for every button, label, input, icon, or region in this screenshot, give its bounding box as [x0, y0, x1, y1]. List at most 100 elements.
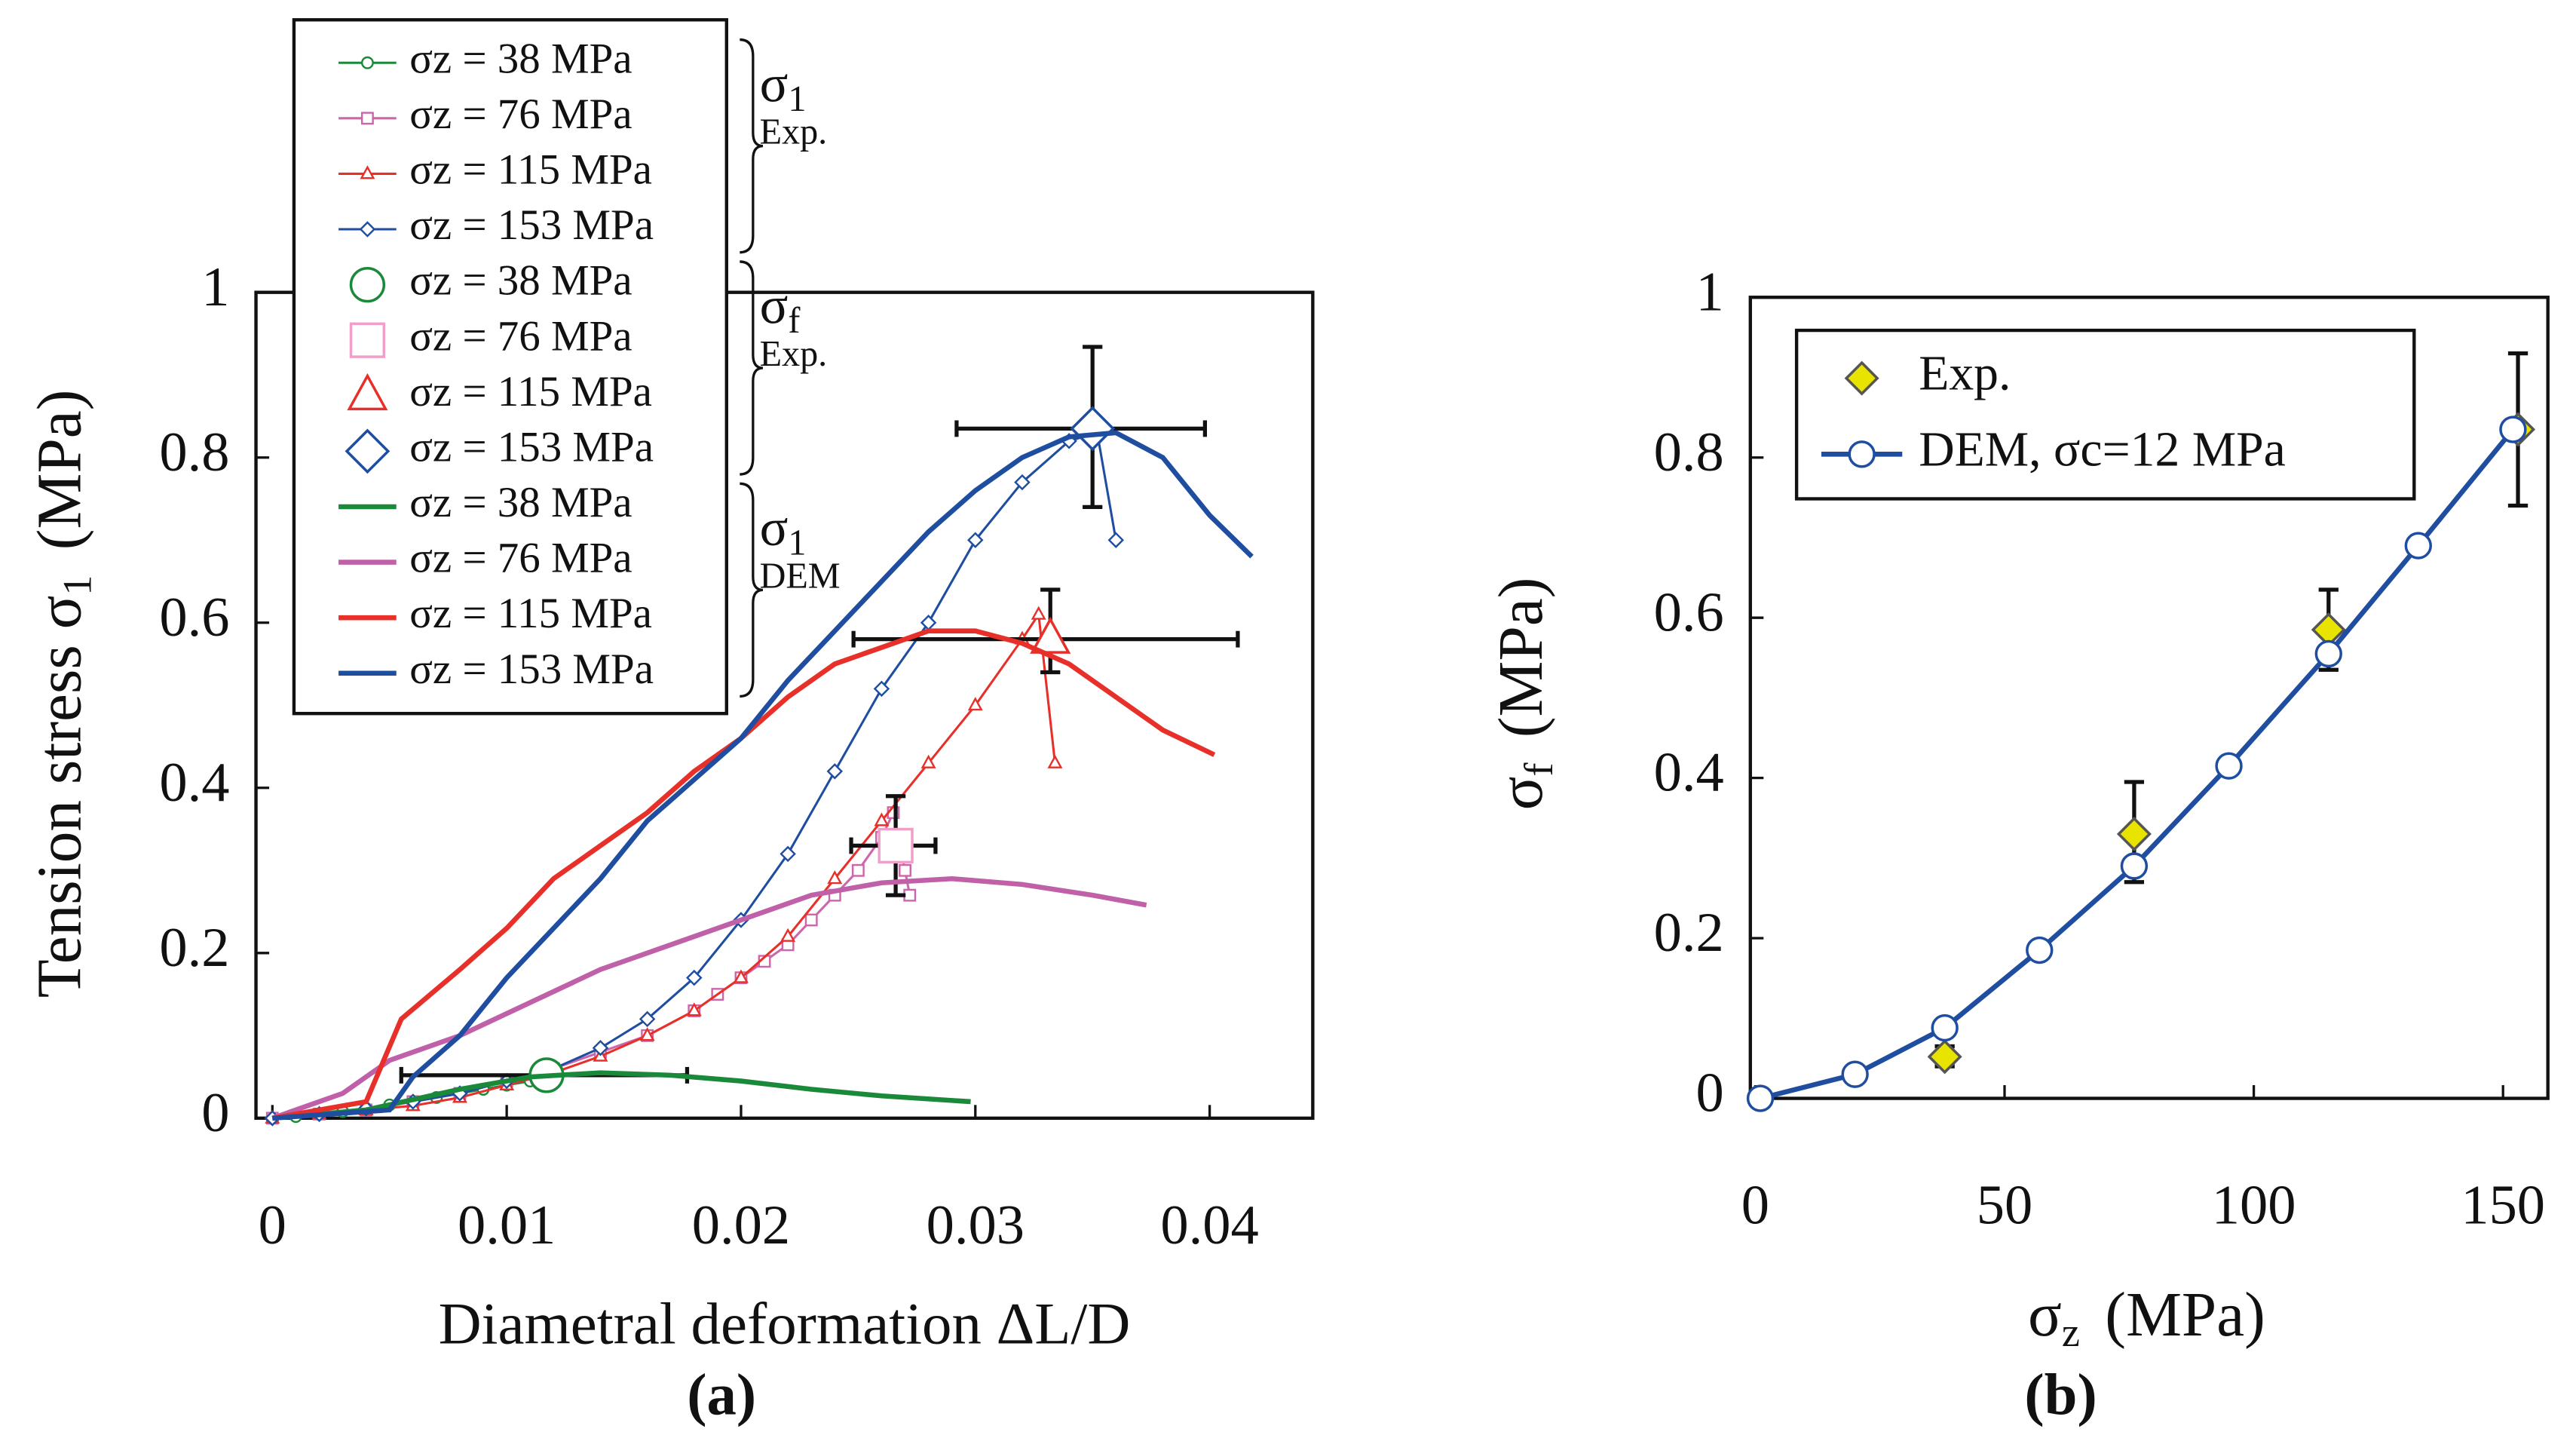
group-subscript: 1	[788, 79, 806, 119]
legend-label: σz = 76 MPa	[409, 535, 632, 582]
legend-label: σz = 76 MPa	[409, 312, 632, 360]
y-tick-label: 0.2	[159, 917, 229, 979]
label-text: Tension stress σ	[26, 596, 95, 998]
legend-brace	[740, 260, 764, 476]
marker	[639, 1027, 655, 1041]
marker	[1746, 1084, 1775, 1112]
legend-label: σz = 38 MPa	[409, 257, 632, 305]
legend-group-symbol: σ1	[760, 55, 807, 119]
legend-group-label: Exp.	[760, 112, 828, 152]
group-subscript: f	[788, 301, 801, 341]
legend-marker	[1848, 440, 1876, 468]
legend-label: σz = 115 MPa	[409, 146, 652, 193]
legend-label: σz = 115 MPa	[409, 590, 652, 637]
plot-frame	[1748, 296, 2550, 1100]
legend-label: σz = 153 MPa	[409, 645, 654, 693]
y-tick-label: 0	[201, 1082, 229, 1144]
legend-label: σz = 115 MPa	[409, 368, 652, 415]
marker	[1014, 474, 1031, 491]
caption: (a)	[687, 1362, 756, 1427]
marker	[827, 870, 843, 885]
legend-marker	[345, 428, 391, 474]
marker	[1931, 1013, 1959, 1042]
marker	[2499, 415, 2527, 443]
y-tick-label: 0.4	[159, 752, 229, 814]
legend-box	[292, 18, 728, 716]
marker	[1841, 1060, 1869, 1088]
y-tick-label: 0.8	[159, 422, 229, 483]
group-symbol: σ	[760, 278, 789, 336]
y-tick-label: 1	[1696, 261, 1724, 323]
legend-marker	[360, 56, 374, 69]
label-unit: (MPa)	[26, 390, 95, 550]
marker	[2026, 936, 2054, 964]
legend-marker	[1844, 360, 1879, 396]
marker	[967, 532, 984, 548]
marker	[878, 827, 914, 864]
legend-marker	[347, 373, 388, 411]
marker	[1107, 532, 1125, 548]
marker	[2116, 816, 2152, 852]
group-symbol: σ	[760, 55, 789, 113]
series-line	[272, 1070, 971, 1121]
marker	[2314, 639, 2342, 668]
x-tick-label: 0.03	[927, 1194, 1025, 1256]
x-tick-label: 100	[2212, 1175, 2296, 1237]
legend-label: σz = 153 MPa	[409, 423, 654, 471]
legend-group-label: DEM	[760, 556, 841, 596]
legend-label: σz = 76 MPa	[409, 90, 632, 138]
marker	[903, 888, 917, 902]
y-tick-label: 1	[201, 256, 229, 318]
label-subscript: z	[2062, 1310, 2080, 1355]
marker	[2404, 532, 2432, 560]
x-tick-label: 0	[1741, 1175, 1769, 1237]
legend-box	[1794, 328, 2416, 501]
label-subscript: 1	[55, 575, 100, 596]
marker	[1927, 1039, 1962, 1075]
marker	[733, 969, 749, 983]
y-tick-label: 0.6	[1654, 581, 1724, 643]
x-tick-label: 150	[2461, 1175, 2545, 1237]
legend-marker	[349, 266, 386, 303]
series-line	[272, 430, 1254, 1121]
y-tick-label: 0.6	[159, 587, 229, 649]
legend-marker	[360, 165, 375, 179]
group-subscript: 1	[788, 523, 806, 563]
marker	[804, 913, 818, 927]
marker	[873, 680, 890, 698]
group-symbol: σ	[760, 499, 789, 557]
legend-label: σz = 38 MPa	[409, 35, 632, 82]
marker	[686, 1002, 702, 1017]
legend-label: σz = 153 MPa	[409, 201, 654, 249]
label-unit: (MPa)	[1487, 578, 1556, 738]
x-tick-label: 0.04	[1160, 1194, 1258, 1256]
legend-label: DEM, σc=12 MPa	[1919, 422, 2286, 477]
legend-label: Exp.	[1919, 346, 2011, 401]
legend-brace	[740, 482, 764, 698]
series-line	[271, 628, 1216, 1121]
legend-group-symbol: σ1	[760, 499, 807, 563]
y-tick-label: 0.8	[1654, 422, 1724, 483]
marker	[920, 754, 936, 768]
label-subscript: f	[1516, 762, 1561, 776]
axis-label: Tension stress σ1 (MPa)	[26, 390, 100, 998]
x-tick-label: 0.02	[692, 1194, 790, 1256]
marker	[874, 812, 890, 826]
x-tick-label: 0.01	[458, 1194, 556, 1256]
marker	[686, 969, 703, 986]
legend-label: σz = 38 MPa	[409, 479, 632, 526]
marker	[899, 863, 911, 877]
axis-label: σf (MPa)	[1487, 578, 1561, 811]
marker	[967, 697, 983, 711]
axis-label: σz (MPa)	[2028, 1280, 2265, 1355]
plot-frame	[254, 290, 1315, 1121]
legend-marker	[360, 112, 374, 125]
legend-brace	[740, 38, 764, 254]
marker	[2120, 852, 2149, 880]
label-unit: (MPa)	[2105, 1280, 2265, 1350]
marker	[1031, 606, 1046, 620]
label-text: σ	[1487, 776, 1556, 810]
x-axis-label: Diametral deformation ΔL/D	[439, 1291, 1131, 1357]
